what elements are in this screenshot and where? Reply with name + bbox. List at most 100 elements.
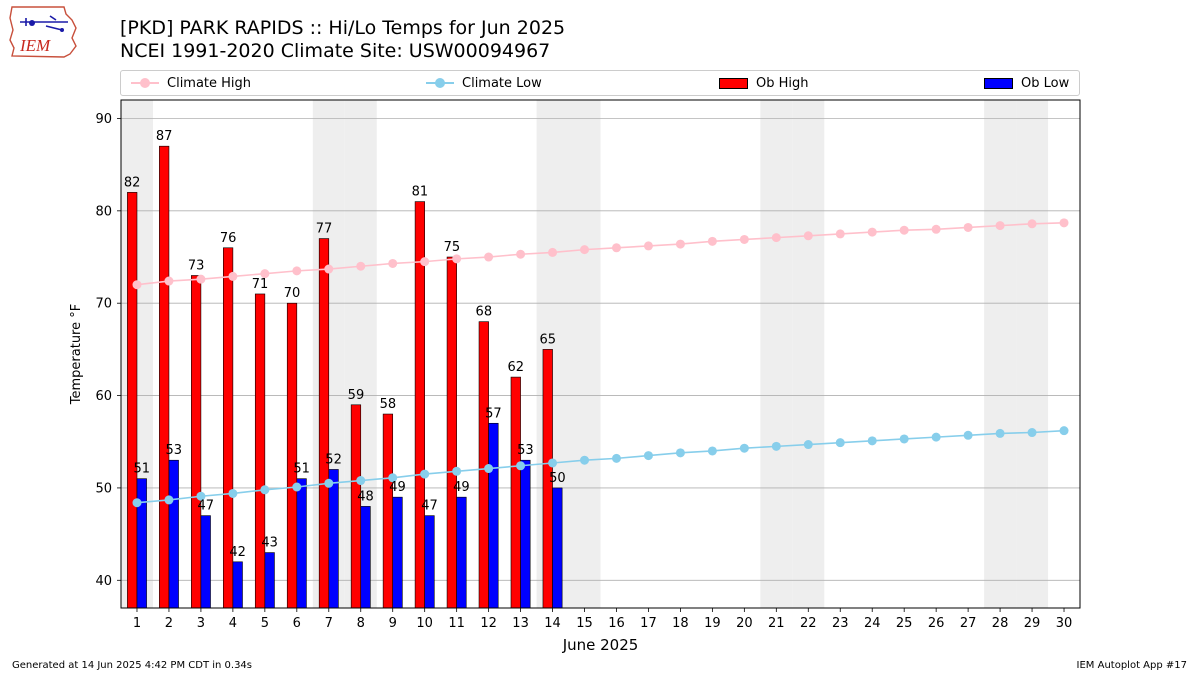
- climate-high-point: [1059, 218, 1069, 228]
- ob-high-bar: [446, 256, 457, 609]
- climate-high-point: [484, 252, 494, 262]
- climate-high-point: [611, 243, 621, 253]
- ob-low-label: 47: [197, 499, 214, 514]
- weekend-band: [760, 100, 793, 608]
- x-tick-label: 1: [133, 616, 141, 631]
- climate-high-point: [835, 229, 845, 239]
- ob-high-label: 73: [188, 258, 205, 273]
- ob-high-bar: [350, 404, 362, 609]
- ob-high-label: 77: [316, 222, 333, 237]
- x-tick-label: 7: [325, 616, 333, 631]
- legend-ob-low: Ob Low: [984, 71, 1069, 95]
- climate-low-point: [292, 482, 302, 492]
- x-tick-label: 11: [448, 616, 465, 631]
- climate-low-line: [136, 429, 1065, 504]
- climate-high-point: [803, 231, 813, 241]
- weekend-band: [1016, 100, 1049, 608]
- x-tick-label: 22: [800, 616, 817, 631]
- climate-low-point: [707, 446, 717, 456]
- climate-low-point: [611, 453, 621, 463]
- ob-low-bar: [456, 496, 467, 609]
- ob-low-label: 47: [421, 499, 438, 514]
- climate-low-point: [516, 461, 526, 471]
- ob-low-label: 53: [517, 443, 534, 458]
- ob-low-label: 42: [229, 545, 246, 560]
- ob-high-label: 82: [124, 175, 141, 190]
- legend-label: Climate Low: [462, 75, 542, 91]
- climate-low-point: [580, 455, 590, 465]
- x-tick-label: 8: [357, 616, 365, 631]
- iem-logo: IEM: [9, 6, 77, 58]
- x-tick-label: 24: [864, 616, 881, 631]
- ob-high-label: 75: [444, 240, 461, 255]
- climate-high-point: [516, 249, 526, 259]
- x-tick-label: 3: [197, 616, 205, 631]
- x-tick-label: 29: [1024, 616, 1041, 631]
- climate-high-point: [580, 245, 590, 255]
- climate-high-point: [675, 239, 685, 249]
- x-tick-label: 9: [389, 616, 397, 631]
- ob-high-bar: [382, 413, 394, 609]
- ob-high-label: 81: [412, 185, 429, 200]
- ob-high-bar: [191, 275, 202, 609]
- x-tick-label: 26: [928, 616, 945, 631]
- weekend-band: [568, 100, 601, 608]
- climate-high-point: [1027, 219, 1037, 229]
- climate-high-point: [228, 271, 238, 281]
- ob-low-label: 52: [325, 452, 342, 467]
- ob-low-label: 43: [261, 536, 278, 551]
- climate-high-point: [164, 276, 174, 286]
- ob-low-label: 53: [165, 443, 182, 458]
- climate-high-point: [707, 236, 717, 246]
- climate-low-point: [356, 476, 366, 486]
- chart-title: [PKD] PARK RAPIDS :: Hi/Lo Temps for Jun…: [120, 17, 566, 39]
- x-tick-label: 25: [896, 616, 913, 631]
- ob-high-label: 65: [539, 332, 556, 347]
- ob-low-label: 48: [357, 489, 374, 504]
- x-tick-label: 12: [480, 616, 497, 631]
- ob-high-bar: [254, 293, 266, 609]
- climate-low-point: [484, 464, 494, 474]
- ob-low-bar: [264, 552, 275, 609]
- ob-high-label: 62: [508, 360, 525, 375]
- x-axis-label: June 2025: [562, 636, 639, 654]
- climate-high-point: [739, 234, 749, 244]
- legend-climate-low: Climate Low: [426, 71, 542, 95]
- legend: Climate High Climate Low Ob High Ob Low: [120, 70, 1080, 96]
- ob-high-bar: [127, 192, 138, 609]
- climate-low-point: [771, 441, 781, 451]
- y-tick-label: 70: [95, 297, 112, 312]
- climate-low-point: [835, 438, 845, 448]
- legend-label: Ob High: [756, 75, 809, 91]
- x-tick-label: 2: [165, 616, 173, 631]
- weekend-band: [792, 100, 825, 608]
- climate-high-point: [292, 266, 302, 276]
- app-credit: IEM Autoplot App #17: [1076, 660, 1187, 671]
- x-tick-label: 5: [261, 616, 269, 631]
- climate-high-point: [771, 233, 781, 243]
- ob-high-label: 59: [348, 388, 365, 403]
- ob-low-bar: [520, 459, 531, 609]
- legend-label: Climate High: [167, 75, 252, 91]
- ob-high-bar: [159, 145, 170, 609]
- climate-high-point: [867, 227, 877, 237]
- x-tick-label: 10: [416, 616, 433, 631]
- ob-high-label: 68: [476, 305, 493, 320]
- x-tick-label: 18: [672, 616, 689, 631]
- x-tick-label: 6: [293, 616, 301, 631]
- climate-high-point: [963, 222, 973, 232]
- ob-low-bar: [328, 469, 339, 609]
- ob-low-label: 51: [293, 462, 310, 477]
- x-tick-label: 23: [832, 616, 849, 631]
- climate-high-point: [420, 257, 430, 267]
- climate-low-point: [899, 434, 909, 444]
- legend-ob-high: Ob High: [719, 71, 809, 95]
- x-tick-label: 21: [768, 616, 785, 631]
- y-tick-label: 40: [95, 574, 112, 589]
- x-tick-label: 30: [1056, 616, 1073, 631]
- y-tick-label: 90: [95, 112, 112, 127]
- x-tick-label: 16: [608, 616, 625, 631]
- climate-high-point: [388, 258, 398, 268]
- climate-low-point: [196, 491, 206, 501]
